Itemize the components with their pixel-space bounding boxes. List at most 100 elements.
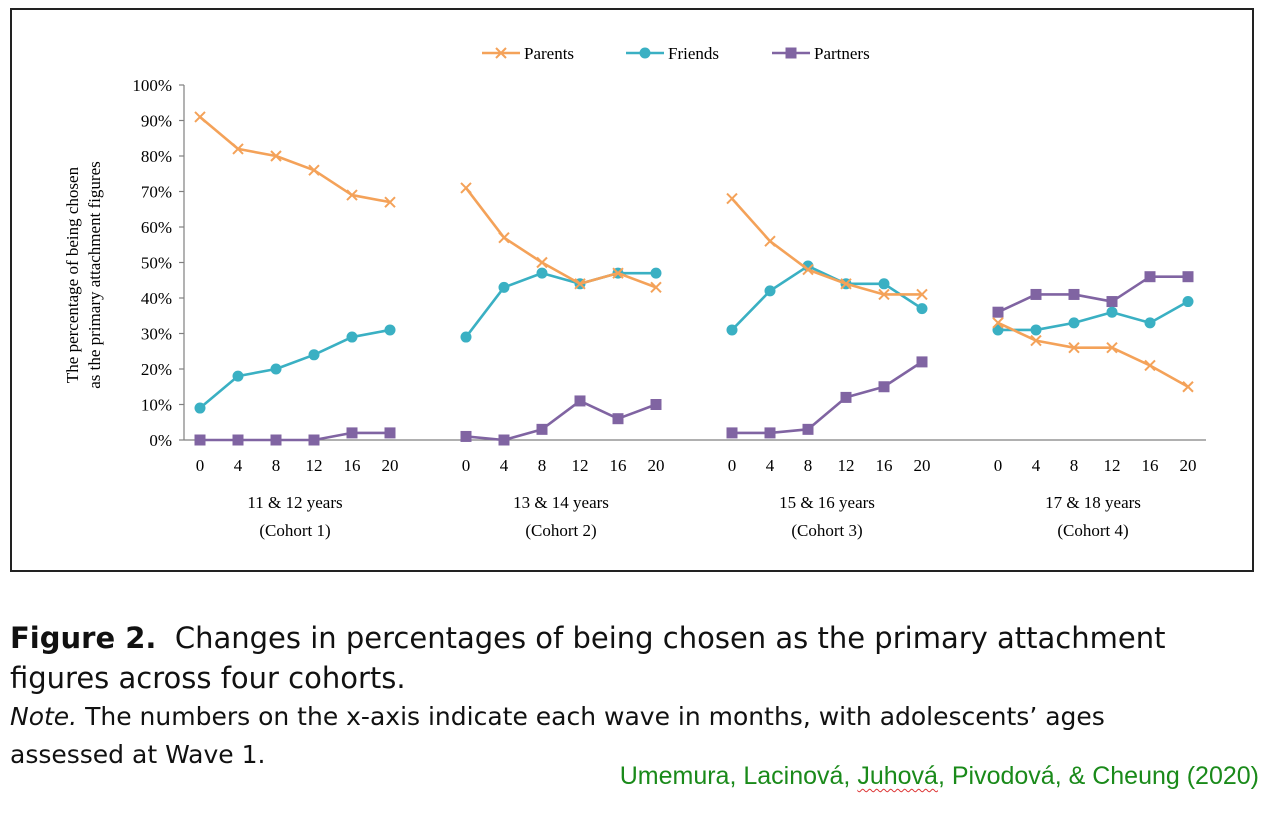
series-partners-cohort-3 xyxy=(726,356,928,439)
data-point-parents xyxy=(764,235,776,247)
data-point-parents-b xyxy=(992,317,1004,329)
data-point-partners xyxy=(1182,271,1194,283)
series-parents-cohort-1 xyxy=(194,111,396,208)
series-partners-cohort-2 xyxy=(460,395,662,446)
data-point-partners xyxy=(1030,288,1042,300)
chart-frame: Parents Friends Partners The percentage of… xyxy=(10,8,1254,572)
credit-part1: Umemura, Lacinová, xyxy=(619,762,858,790)
x-tick-label: 16 xyxy=(344,456,361,475)
legend-label-partners: Partners xyxy=(814,44,870,63)
x-axis: 0 4 8 12 16 20 11 & 12 years (Cohort 1) 0 4 8 12 16 2… xyxy=(184,439,1206,540)
data-point-parents xyxy=(840,278,852,290)
data-point-partners xyxy=(498,434,510,446)
legend-marker-partners xyxy=(785,47,797,59)
cohort-label: 15 & 16 years xyxy=(779,493,875,512)
data-point-parents xyxy=(194,111,206,123)
cohort-label: 11 & 12 years xyxy=(247,493,342,512)
data-point-parents-b xyxy=(346,189,358,201)
data-point-partners xyxy=(1068,288,1080,300)
data-point-friends xyxy=(1030,324,1042,336)
series-friends-cohort-4 xyxy=(992,296,1194,336)
series-line-partners xyxy=(465,399,657,442)
series-partners-cohort-1 xyxy=(194,427,396,446)
series-line-parents xyxy=(731,197,922,296)
caption-title-cont: figures across four cohorts. xyxy=(10,661,406,695)
data-point-friends xyxy=(270,363,282,375)
x-tick-label: 20 xyxy=(648,456,665,475)
data-point-parents-b xyxy=(536,256,548,269)
y-tick-label: 100% xyxy=(132,76,172,95)
x-tick-label: 12 xyxy=(1104,456,1121,475)
figure-label: Figure 2. xyxy=(10,621,157,655)
data-point-friends xyxy=(1068,317,1080,329)
data-point-parents xyxy=(232,143,244,155)
data-point-friends xyxy=(1144,317,1156,329)
x-tick-label: 8 xyxy=(804,456,813,475)
legend-label-parents: Parents xyxy=(524,44,574,63)
data-point-friends xyxy=(346,331,358,343)
x-tick-label: 20 xyxy=(1180,456,1197,475)
data-point-parents-b xyxy=(1030,334,1042,347)
legend-marker-parents xyxy=(495,47,507,59)
x-tick-label: 0 xyxy=(994,456,1003,475)
data-point-parents xyxy=(726,192,738,205)
data-point-friends xyxy=(764,285,776,297)
data-point-parents-b xyxy=(232,143,244,155)
legend-item-parents: Parents xyxy=(482,44,574,63)
x-tick-label: 12 xyxy=(572,456,589,475)
data-point-partners xyxy=(574,395,586,407)
data-point-friends xyxy=(498,281,510,293)
series-line-friends xyxy=(464,271,656,338)
x-tick-label: 0 xyxy=(728,456,737,475)
data-point-partners xyxy=(384,427,396,439)
data-point-parents xyxy=(1030,334,1042,347)
series-line-parents xyxy=(199,115,391,204)
cohort-sublabel: (Cohort 3) xyxy=(791,521,862,540)
caption-title: Figure 2. Changes in percentages of bein… xyxy=(10,618,1260,658)
data-point-parents xyxy=(878,288,890,301)
data-point-partners xyxy=(194,434,206,446)
data-point-parents-b xyxy=(1068,341,1080,354)
y-tick-label: 10% xyxy=(141,396,172,415)
data-point-partners xyxy=(840,391,852,403)
data-point-parents xyxy=(612,267,624,279)
data-point-parents-b xyxy=(384,196,396,208)
data-point-parents-b xyxy=(612,267,624,279)
data-point-friends xyxy=(536,267,548,279)
series-partners-cohort-4 xyxy=(992,271,1194,318)
y-tick-label: 0% xyxy=(149,431,172,450)
legend-marker-parents-b xyxy=(495,47,507,59)
x-tick-label: 20 xyxy=(382,456,399,475)
data-point-partners xyxy=(650,399,662,410)
figure-caption: Figure 2. Changes in percentages of bein… xyxy=(10,618,1260,774)
data-point-partners xyxy=(346,427,358,439)
x-tick-label: 20 xyxy=(914,456,931,475)
series-parents-cohort-3 xyxy=(726,192,928,301)
data-point-parents xyxy=(346,189,358,201)
data-point-partners xyxy=(270,434,282,446)
y-tick-label: 50% xyxy=(141,254,172,273)
y-tick-label: 40% xyxy=(141,289,172,308)
caption-note: Note. The numbers on the x-axis indicate… xyxy=(10,698,1260,736)
data-point-partners xyxy=(764,427,776,439)
series-friends-cohort-3 xyxy=(726,260,928,336)
data-point-partners xyxy=(992,306,1004,318)
caption-note-cont: assessed at Wave 1. xyxy=(10,740,266,769)
x-tick-label: 8 xyxy=(1070,456,1079,475)
citation-credit: Umemura, Lacinová, Juhová, Pivodová, & C… xyxy=(620,762,1259,791)
series-line-partners xyxy=(997,275,1188,314)
cohort-sublabel: (Cohort 1) xyxy=(259,521,330,540)
series-line-partners xyxy=(200,431,390,442)
data-point-parents-b xyxy=(498,231,510,244)
data-point-parents-b xyxy=(574,278,586,290)
data-point-parents-b xyxy=(1144,359,1156,372)
cohort-label: 13 & 14 years xyxy=(513,493,609,512)
data-point-friends xyxy=(916,303,928,315)
x-tick-label: 4 xyxy=(766,456,775,475)
cohort-sublabel: (Cohort 2) xyxy=(525,521,596,540)
data-point-partners xyxy=(460,430,472,442)
y-tick-label: 80% xyxy=(141,147,172,166)
data-point-parents xyxy=(650,281,662,294)
data-point-friends xyxy=(650,267,662,279)
caption-title-text: Changes in percentages of being chosen a… xyxy=(174,621,1166,655)
